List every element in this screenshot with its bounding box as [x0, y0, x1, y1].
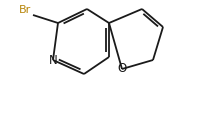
Text: N: N	[49, 54, 57, 66]
Text: O: O	[117, 63, 127, 75]
Text: Br: Br	[19, 5, 31, 15]
